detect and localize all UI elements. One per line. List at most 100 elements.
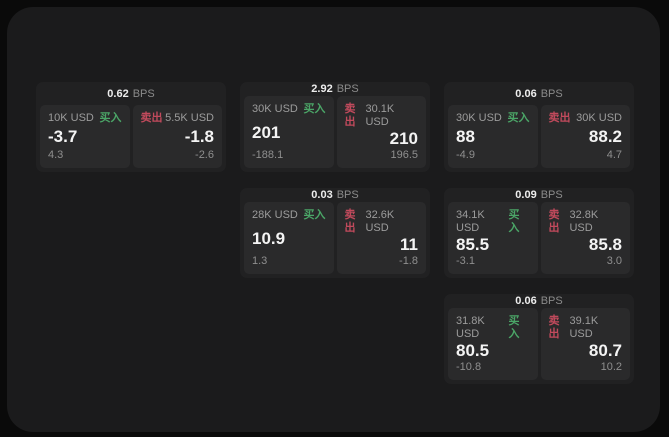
quote-card: 0.06 BPS 31.8K USD 买入 80.5 -10.8 卖出 39.1… xyxy=(444,294,634,384)
sell-quote-tile[interactable]: 卖出 39.1K USD 80.7 10.2 xyxy=(540,308,630,380)
sell-price: -1.8 xyxy=(184,127,214,146)
sell-amount: 30.1K USD xyxy=(365,103,395,128)
sell-meta-row: 卖出 32.8K USD xyxy=(549,209,623,235)
sell-meta-row: 卖出 30K USD xyxy=(549,112,623,125)
bps-value: 0.09 xyxy=(515,189,537,201)
sell-delta: -1.8 xyxy=(399,255,418,267)
buy-price: 201 xyxy=(252,122,281,142)
sell-price: 11 xyxy=(400,235,418,254)
bps-header: 0.06 BPS xyxy=(448,294,630,308)
buy-price: 80.5 xyxy=(456,341,490,360)
buy-meta-row: 30K USD 买入 xyxy=(456,112,530,125)
buy-price: 85.5 xyxy=(456,235,490,254)
buy-price: 10.9 xyxy=(252,228,286,248)
buy-quote-tile[interactable]: 28K USD 买入 10.9 1.3 xyxy=(244,202,334,274)
buy-side-label: 买入 xyxy=(99,112,122,124)
buy-delta: -10.8 xyxy=(456,361,482,373)
buy-side-label: 买入 xyxy=(303,103,326,115)
sell-price: 80.7 xyxy=(588,341,622,360)
buy-side-label: 买入 xyxy=(507,112,530,124)
buy-meta-row: 10K USD 买入 xyxy=(48,112,122,125)
quote-card: 0.09 BPS 34.1K USD 买入 85.5 -3.1 卖出 32.8K… xyxy=(444,188,634,278)
buy-quote-tile[interactable]: 34.1K USD 买入 85.5 -3.1 xyxy=(448,202,538,274)
buy-delta: 1.3 xyxy=(252,255,268,267)
sell-quote-tile[interactable]: 卖出 30K USD 88.2 4.7 xyxy=(540,105,630,168)
sell-amount: 5.5K USD xyxy=(165,112,214,124)
bps-unit-label: BPS xyxy=(540,87,563,100)
buy-amount: 30K USD xyxy=(252,103,298,115)
quote-card: 0.03 BPS 28K USD 买入 10.9 1.3 卖出 32.6K US… xyxy=(240,188,430,278)
bps-unit-label: BPS xyxy=(336,83,359,95)
bps-header: 0.62 BPS xyxy=(40,82,222,105)
sell-side-label: 卖出 xyxy=(548,209,560,234)
sell-side-label: 卖出 xyxy=(344,209,356,234)
sell-amount: 32.8K USD xyxy=(569,209,599,234)
buy-amount: 31.8K USD xyxy=(456,315,485,340)
buy-quote-tile[interactable]: 30K USD 买入 88 -4.9 xyxy=(448,105,538,168)
buy-delta: -188.1 xyxy=(252,149,284,161)
bps-value: 2.92 xyxy=(311,83,333,95)
quote-card: 2.92 BPS 30K USD 买入 201 -188.1 卖出 30.1K … xyxy=(240,82,430,172)
sell-price: 88.2 xyxy=(588,127,622,146)
bps-value: 0.06 xyxy=(515,295,537,307)
bps-unit-label: BPS xyxy=(132,87,155,100)
bps-header: 0.06 BPS xyxy=(448,82,630,105)
buy-delta: -3.1 xyxy=(456,255,475,267)
buy-side-label: 买入 xyxy=(508,209,520,234)
buy-price: -3.7 xyxy=(48,127,78,146)
sell-amount: 32.6K USD xyxy=(365,209,395,234)
bps-header: 0.09 BPS xyxy=(448,188,630,202)
quote-cards-grid: 0.62 BPS 10K USD 买入 -3.7 4.3 卖出 5.5K USD xyxy=(36,82,634,384)
quote-card: 0.06 BPS 30K USD 买入 88 -4.9 卖出 30K USD xyxy=(444,82,634,172)
sell-price: 85.8 xyxy=(588,235,622,254)
buy-sell-panels: 30K USD 买入 201 -188.1 卖出 30.1K USD 210 1… xyxy=(244,96,426,168)
sell-meta-row: 卖出 39.1K USD xyxy=(549,315,623,341)
sell-delta: -2.6 xyxy=(195,149,214,161)
buy-sell-panels: 31.8K USD 买入 80.5 -10.8 卖出 39.1K USD 80.… xyxy=(448,308,630,380)
bps-value: 0.03 xyxy=(311,189,333,201)
buy-amount: 10K USD xyxy=(48,112,94,124)
buy-side-label: 买入 xyxy=(508,315,520,340)
sell-meta-row: 卖出 30.1K USD xyxy=(345,103,419,129)
bps-value: 0.06 xyxy=(515,87,537,100)
buy-meta-row: 34.1K USD 买入 xyxy=(456,209,530,235)
buy-delta: 4.3 xyxy=(48,149,64,161)
sell-price: 210 xyxy=(389,129,418,148)
sell-delta: 3.0 xyxy=(606,255,622,267)
sell-delta: 4.7 xyxy=(606,149,622,161)
buy-meta-row: 31.8K USD 买入 xyxy=(456,315,530,341)
buy-amount: 30K USD xyxy=(456,112,502,124)
buy-sell-panels: 28K USD 买入 10.9 1.3 卖出 32.6K USD 11 -1.8 xyxy=(244,202,426,274)
buy-price: 88 xyxy=(456,127,475,146)
sell-amount: 39.1K USD xyxy=(569,315,599,340)
sell-quote-tile[interactable]: 卖出 32.6K USD 11 -1.8 xyxy=(336,202,426,274)
sell-meta-row: 卖出 5.5K USD xyxy=(141,112,215,125)
sell-side-label: 卖出 xyxy=(548,315,560,340)
sell-quote-tile[interactable]: 卖出 30.1K USD 210 196.5 xyxy=(336,96,426,168)
buy-sell-panels: 30K USD 买入 88 -4.9 卖出 30K USD 88.2 4.7 xyxy=(448,105,630,168)
buy-amount: 34.1K USD xyxy=(456,209,485,234)
buy-quote-tile[interactable]: 30K USD 买入 201 -188.1 xyxy=(244,96,334,168)
buy-quote-tile[interactable]: 31.8K USD 买入 80.5 -10.8 xyxy=(448,308,538,380)
buy-quote-tile[interactable]: 10K USD 买入 -3.7 4.3 xyxy=(40,105,130,168)
buy-amount: 28K USD xyxy=(252,209,298,221)
buy-delta: -4.9 xyxy=(456,149,475,161)
sell-side-label: 卖出 xyxy=(548,112,571,124)
quote-card: 0.62 BPS 10K USD 买入 -3.7 4.3 卖出 5.5K USD xyxy=(36,82,226,172)
bps-unit-label: BPS xyxy=(336,189,359,201)
bps-unit-label: BPS xyxy=(540,295,563,307)
sell-quote-tile[interactable]: 卖出 32.8K USD 85.8 3.0 xyxy=(540,202,630,274)
buy-meta-row: 30K USD 买入 xyxy=(252,103,326,116)
sell-side-label: 卖出 xyxy=(140,112,163,124)
buy-sell-panels: 10K USD 买入 -3.7 4.3 卖出 5.5K USD -1.8 -2.… xyxy=(40,105,222,168)
quotes-panel-window: 0.62 BPS 10K USD 买入 -3.7 4.3 卖出 5.5K USD xyxy=(7,7,660,432)
sell-amount: 30K USD xyxy=(576,112,622,124)
buy-sell-panels: 34.1K USD 买入 85.5 -3.1 卖出 32.8K USD 85.8… xyxy=(448,202,630,274)
buy-meta-row: 28K USD 买入 xyxy=(252,209,326,222)
bps-value: 0.62 xyxy=(107,87,129,100)
sell-delta: 10.2 xyxy=(600,361,622,373)
bps-header: 0.03 BPS xyxy=(244,188,426,202)
bps-header: 2.92 BPS xyxy=(244,82,426,96)
sell-quote-tile[interactable]: 卖出 5.5K USD -1.8 -2.6 xyxy=(132,105,222,168)
sell-side-label: 卖出 xyxy=(344,103,356,128)
